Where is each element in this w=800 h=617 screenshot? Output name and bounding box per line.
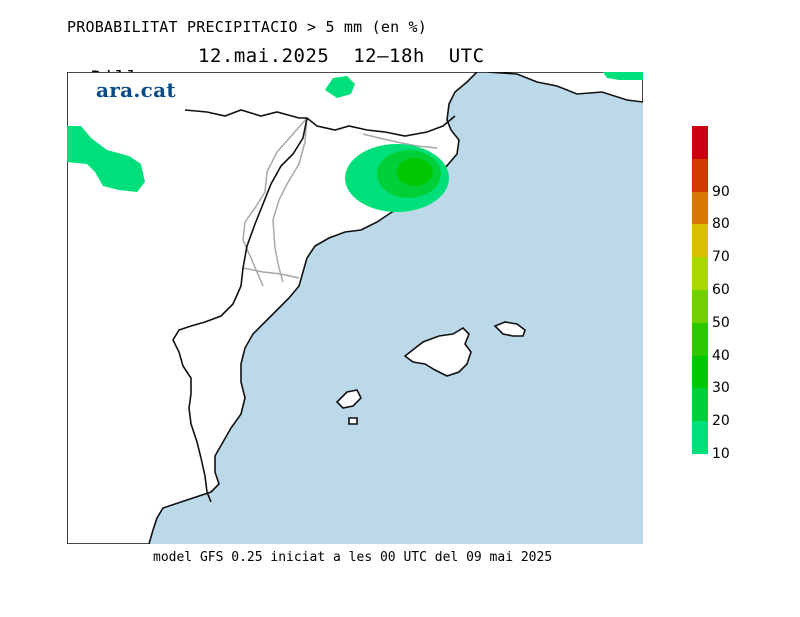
eivissa-island (335, 389, 362, 409)
menorca-island (493, 321, 526, 337)
colorbar-tick-label: 80 (712, 216, 730, 233)
colorbar-segment (692, 290, 708, 323)
region-border (242, 267, 300, 279)
precip-area-30 (397, 158, 433, 186)
colorbar-tick-label: 60 (712, 282, 730, 298)
region-border (362, 133, 438, 149)
land-area (67, 72, 643, 544)
colorbar-tick-label: 90 (712, 183, 730, 200)
colorbar-tick-label: 30 (712, 380, 730, 397)
precip-area-10 (67, 126, 145, 192)
colorbar-segment (692, 257, 708, 290)
colorbar-segment (692, 191, 708, 225)
colorbar-segment (692, 388, 708, 422)
colorbar-segment (692, 322, 708, 356)
colorbar-segment (692, 158, 708, 192)
western-boundary (172, 117, 308, 503)
formentera-island (348, 417, 358, 425)
precip-area-10 (603, 72, 643, 80)
region-border (272, 117, 308, 283)
colorbar-segment (692, 355, 708, 389)
model-info: model GFS 0.25 iniciat a les 00 UTC del … (153, 550, 553, 565)
colorbar-tick-label: 40 (712, 347, 730, 364)
colorbar-tick-label: 50 (712, 314, 730, 331)
western-boundary (184, 109, 456, 137)
colorbar-segment (692, 126, 708, 159)
forecast-map (67, 72, 643, 544)
region-border (242, 117, 308, 287)
colorbar-tick-label: 20 (712, 413, 730, 430)
map-title: PROBABILITAT PRECIPITACIO > 5 mm (en %) (67, 18, 427, 36)
ara-logo: ara.cat (96, 78, 176, 102)
colorbar (692, 126, 708, 454)
map-svg (67, 72, 643, 544)
colorbar-segment (692, 224, 708, 258)
colorbar-tick-label: 70 (712, 249, 730, 266)
date-range-label: 12.mai.2025 12–18h UTC (198, 45, 485, 67)
mallorca-island (403, 326, 472, 377)
precip-area-10 (325, 76, 355, 98)
colorbar-segment (692, 421, 708, 454)
colorbar-tick-label: 10 (712, 446, 730, 462)
